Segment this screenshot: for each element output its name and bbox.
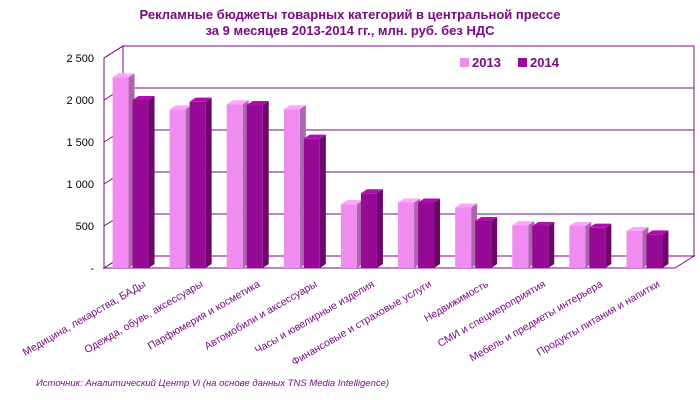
bar	[418, 198, 441, 268]
bar-front	[360, 193, 377, 268]
source-note: Источник: Аналитический Центр Vi (на осн…	[36, 378, 390, 389]
bar	[226, 100, 249, 268]
bar-front	[169, 109, 186, 269]
bar-top	[360, 189, 383, 194]
bar-side	[376, 189, 383, 268]
bar-front	[112, 77, 129, 268]
y-tick-label: 1 500	[66, 137, 94, 149]
bar	[360, 189, 383, 268]
bar-side	[662, 230, 669, 268]
chart-title-line2: за 9 месяцев 2013-2014 гг., млн. руб. бе…	[205, 23, 495, 38]
bar-top	[512, 221, 535, 226]
bar-top	[283, 105, 306, 110]
bar-front	[475, 220, 492, 268]
bar-front	[532, 226, 549, 268]
bar-top	[169, 105, 192, 110]
bar-top	[455, 203, 478, 208]
bar	[646, 230, 669, 268]
gridline	[103, 87, 694, 101]
bar-top	[189, 97, 212, 102]
bar-top	[398, 198, 421, 203]
bar	[455, 203, 478, 268]
bar-front	[398, 202, 415, 268]
y-tick-label: 2 000	[66, 95, 94, 107]
bar-front	[340, 204, 357, 268]
bar-side	[148, 96, 155, 268]
legend-label: 2013	[472, 55, 501, 70]
bar	[532, 222, 555, 268]
bar-side	[262, 101, 269, 268]
bar-top	[418, 198, 441, 203]
bar-side	[205, 97, 212, 269]
y-tick-label: 500	[76, 221, 94, 233]
bar	[569, 222, 592, 268]
bar	[132, 96, 155, 268]
bar	[303, 134, 326, 268]
bar-front	[246, 105, 263, 268]
bar-front	[646, 234, 663, 268]
chart-bars	[112, 73, 669, 269]
bar-front	[189, 101, 206, 269]
bar-front	[226, 104, 243, 268]
bar-front	[512, 225, 529, 268]
bar-top	[226, 100, 249, 105]
bar-front	[455, 207, 472, 268]
bar-top	[303, 134, 326, 139]
bar	[112, 73, 135, 268]
bar	[512, 221, 535, 268]
bar-top	[475, 216, 498, 221]
bar-front	[132, 100, 149, 268]
bar-top	[532, 222, 555, 226]
bar	[283, 105, 306, 269]
bar	[589, 223, 612, 268]
bar-side	[605, 223, 612, 268]
chart-title-line1: Рекламные бюджеты товарных категорий в ц…	[139, 7, 561, 22]
bar-top	[132, 96, 155, 100]
bar-side	[491, 216, 498, 268]
bar	[246, 101, 269, 268]
y-tick-label: 2 500	[66, 53, 94, 65]
y-axis-ticks: - 500 1 000 1 500 2 000 2 500	[66, 53, 94, 275]
bar-top	[246, 101, 269, 106]
chart-legend: 2013 2014	[460, 55, 560, 70]
bar	[169, 105, 192, 269]
bar-side	[319, 134, 326, 268]
bar-top	[112, 73, 135, 78]
bar	[340, 200, 363, 268]
bar-top	[646, 230, 669, 235]
bar-top	[569, 222, 592, 226]
legend-label: 2014	[530, 55, 560, 70]
bar	[189, 97, 212, 269]
bar-front	[589, 227, 606, 268]
gridline	[103, 45, 694, 59]
bar-front	[418, 202, 435, 268]
legend-swatch	[518, 58, 527, 67]
bar-front	[626, 231, 643, 268]
bar-side	[434, 198, 441, 268]
bar	[398, 198, 421, 268]
bar	[475, 216, 498, 268]
y-tick-label: -	[90, 263, 94, 275]
bar-side	[548, 222, 555, 268]
bar-front	[283, 109, 300, 269]
bar-top	[340, 200, 363, 205]
bar-top	[589, 223, 612, 228]
bar	[626, 227, 649, 268]
legend-item: 2013	[460, 55, 501, 70]
bar-front	[569, 226, 586, 268]
y-tick-label: 1 000	[66, 179, 94, 191]
bar-top	[626, 227, 649, 232]
legend-swatch	[460, 58, 469, 67]
legend-item: 2014	[518, 55, 560, 70]
bar-front	[303, 138, 320, 268]
